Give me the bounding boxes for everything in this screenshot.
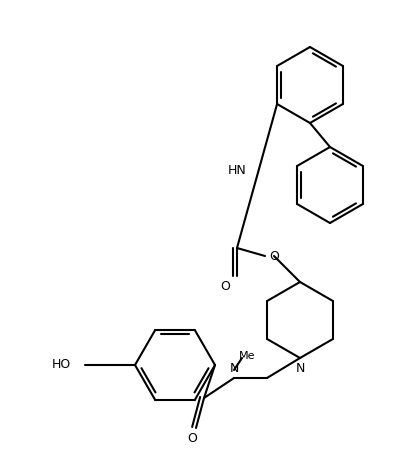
Text: Me: Me bbox=[239, 351, 255, 361]
Text: HN: HN bbox=[228, 164, 247, 178]
Text: O: O bbox=[220, 279, 230, 293]
Text: N: N bbox=[229, 361, 239, 374]
Text: O: O bbox=[269, 249, 279, 263]
Text: O: O bbox=[187, 431, 197, 445]
Text: HO: HO bbox=[52, 359, 71, 371]
Text: N: N bbox=[295, 361, 305, 374]
